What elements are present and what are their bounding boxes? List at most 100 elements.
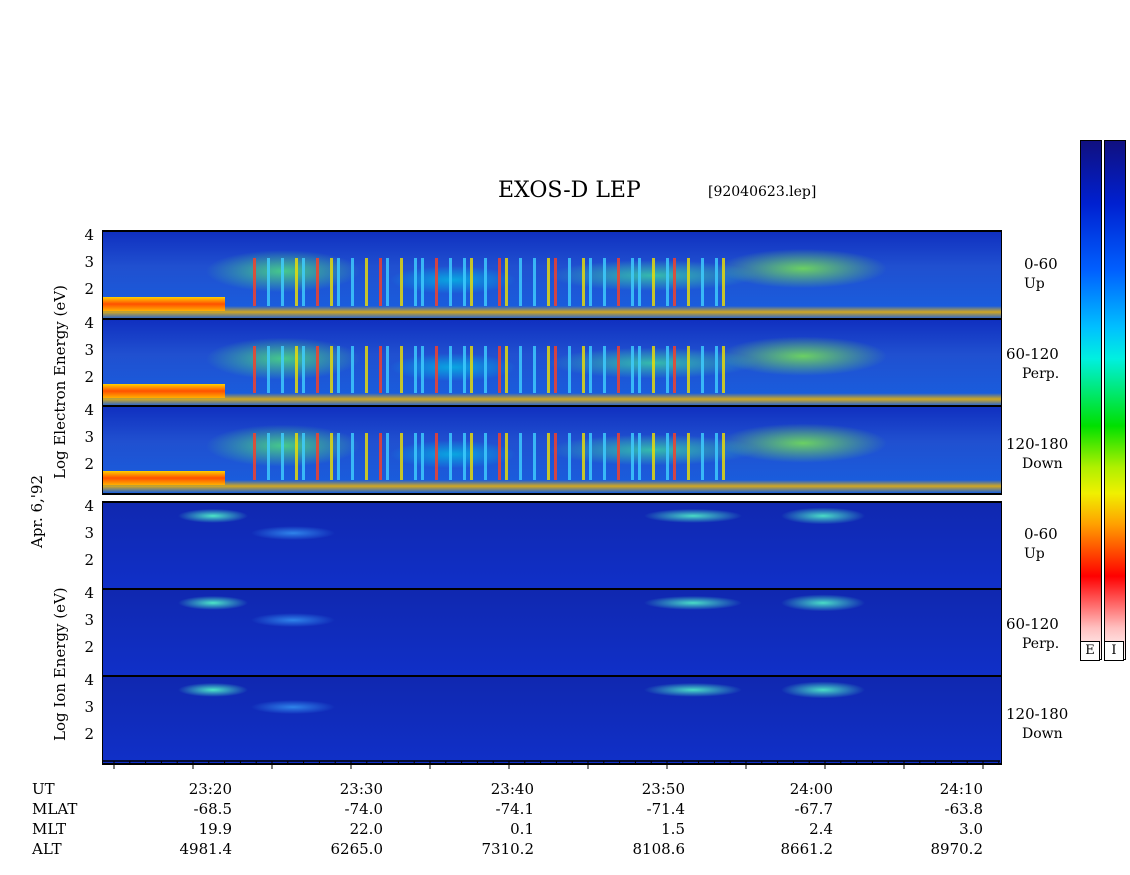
flux-streak: [421, 258, 424, 306]
y-tick-label: 4: [84, 497, 94, 515]
channel-label-2: 60-120 Perp.: [1006, 344, 1059, 384]
flux-streak: [498, 345, 501, 394]
y-tick-label: 2: [84, 550, 94, 569]
flux-streak: [666, 432, 669, 481]
ion-energy-label: Log Ion Energy (eV): [51, 587, 69, 741]
flux-streak: [253, 258, 256, 306]
y-tick-label: 2: [84, 454, 94, 473]
pitch-direction: Up: [1024, 276, 1045, 292]
flux-streak: [295, 258, 298, 306]
y-tick-label: 4: [84, 314, 94, 332]
pitch-angle-range: 60-120: [1006, 345, 1059, 363]
flux-streak: [365, 258, 368, 306]
channel-label-6: 120-180 Down: [1006, 704, 1068, 744]
flux-streak: [414, 258, 417, 306]
flux-streak: [281, 345, 284, 394]
flux-streak: [701, 258, 704, 306]
flux-streak: [484, 432, 487, 481]
flux-streak: [330, 432, 333, 481]
flux-streak: [386, 345, 389, 394]
row-value-alt: 8661.2: [780, 840, 834, 858]
y-tick-label: 3: [84, 523, 94, 542]
flux-streak: [351, 258, 354, 306]
row-value-ut: 23:20: [188, 780, 232, 798]
flux-streak: [470, 258, 473, 306]
flux-streak: [638, 345, 641, 394]
flux-streak: [533, 432, 536, 481]
date-label: Apr. 6,'92: [28, 474, 46, 548]
flux-streak: [687, 258, 690, 306]
row-value-mlat: -74.0: [344, 800, 383, 818]
pitch-direction: Up: [1024, 546, 1045, 562]
flux-streak: [400, 432, 403, 481]
flux-streak: [617, 432, 620, 481]
flux-streak: [379, 432, 382, 481]
flux-streak: [295, 432, 298, 481]
flux-streak: [400, 345, 403, 394]
y-tick-label: 3: [84, 340, 94, 359]
flux-streak: [414, 345, 417, 394]
row-value-mlat: -67.7: [794, 800, 833, 818]
row-name-ut: UT: [32, 780, 55, 798]
flux-streak: [498, 258, 501, 306]
spectrogram-panel-electron-2: [102, 318, 1002, 406]
flux-streak: [652, 432, 655, 481]
flux-streak: [316, 258, 319, 306]
flux-streak: [337, 258, 340, 306]
flux-streak: [379, 345, 382, 394]
pitch-direction: Perp.: [1022, 636, 1060, 652]
flux-streak: [281, 432, 284, 481]
flux-streak: [267, 345, 270, 394]
flux-streak: [337, 432, 340, 481]
channel-label-4: 0-60 Up: [1024, 524, 1058, 564]
electron-energy-label: Log Electron Energy (eV): [51, 285, 69, 479]
row-value-ut: 24:00: [789, 780, 833, 798]
row-value-mlt: 22.0: [349, 820, 383, 838]
flux-streak: [568, 258, 571, 306]
flux-streak: [400, 258, 403, 306]
y-tick-label: 2: [84, 637, 94, 656]
row-value-mlat: -71.4: [646, 800, 685, 818]
row-value-alt: 6265.0: [330, 840, 384, 858]
flux-streak: [554, 345, 557, 394]
pitch-angle-range: 0-60: [1024, 525, 1058, 543]
low-energy-band: [103, 384, 225, 398]
flux-streak: [715, 432, 718, 481]
flux-streak: [316, 432, 319, 481]
y-tick-label: 3: [84, 427, 94, 446]
flux-streak: [533, 345, 536, 394]
flux-streak: [351, 345, 354, 394]
y-tick-label: 4: [84, 584, 94, 602]
flux-streak: [631, 432, 634, 481]
y-tick-label: 2: [84, 280, 94, 299]
flux-streak: [603, 432, 606, 481]
flux-streak: [463, 345, 466, 394]
row-value-ut: 24:10: [939, 780, 983, 798]
flux-streak: [449, 432, 452, 481]
flux-streak: [295, 345, 298, 394]
channel-label-5: 60-120 Perp.: [1006, 614, 1059, 654]
flux-streak: [673, 432, 676, 481]
flux-streak: [498, 432, 501, 481]
row-value-alt: 4981.4: [179, 840, 233, 858]
row-value-mlt: 19.9: [198, 820, 232, 838]
low-energy-band: [103, 471, 225, 485]
x-axis: [102, 760, 1000, 769]
pitch-angle-range: 120-180: [1006, 435, 1069, 453]
pitch-angle-range: 0-60: [1024, 255, 1058, 273]
flux-streak: [302, 258, 305, 306]
flux-streak: [568, 345, 571, 394]
flux-streak: [722, 432, 725, 481]
spectrogram-panel-ion-3: [102, 675, 1002, 765]
row-name-mlat: MLAT: [32, 800, 78, 818]
flux-streak: [589, 345, 592, 394]
colorbar-label-i: I: [1104, 641, 1124, 661]
flux-streak: [638, 432, 641, 481]
row-value-alt: 7310.2: [481, 840, 535, 858]
flux-streak: [666, 345, 669, 394]
y-tick-label: 3: [84, 610, 94, 629]
flux-streak: [582, 345, 585, 394]
pitch-direction: Perp.: [1022, 366, 1060, 382]
spectrogram-panel-electron-1: [102, 230, 1002, 319]
pitch-angle-range: 120-180: [1006, 705, 1069, 723]
